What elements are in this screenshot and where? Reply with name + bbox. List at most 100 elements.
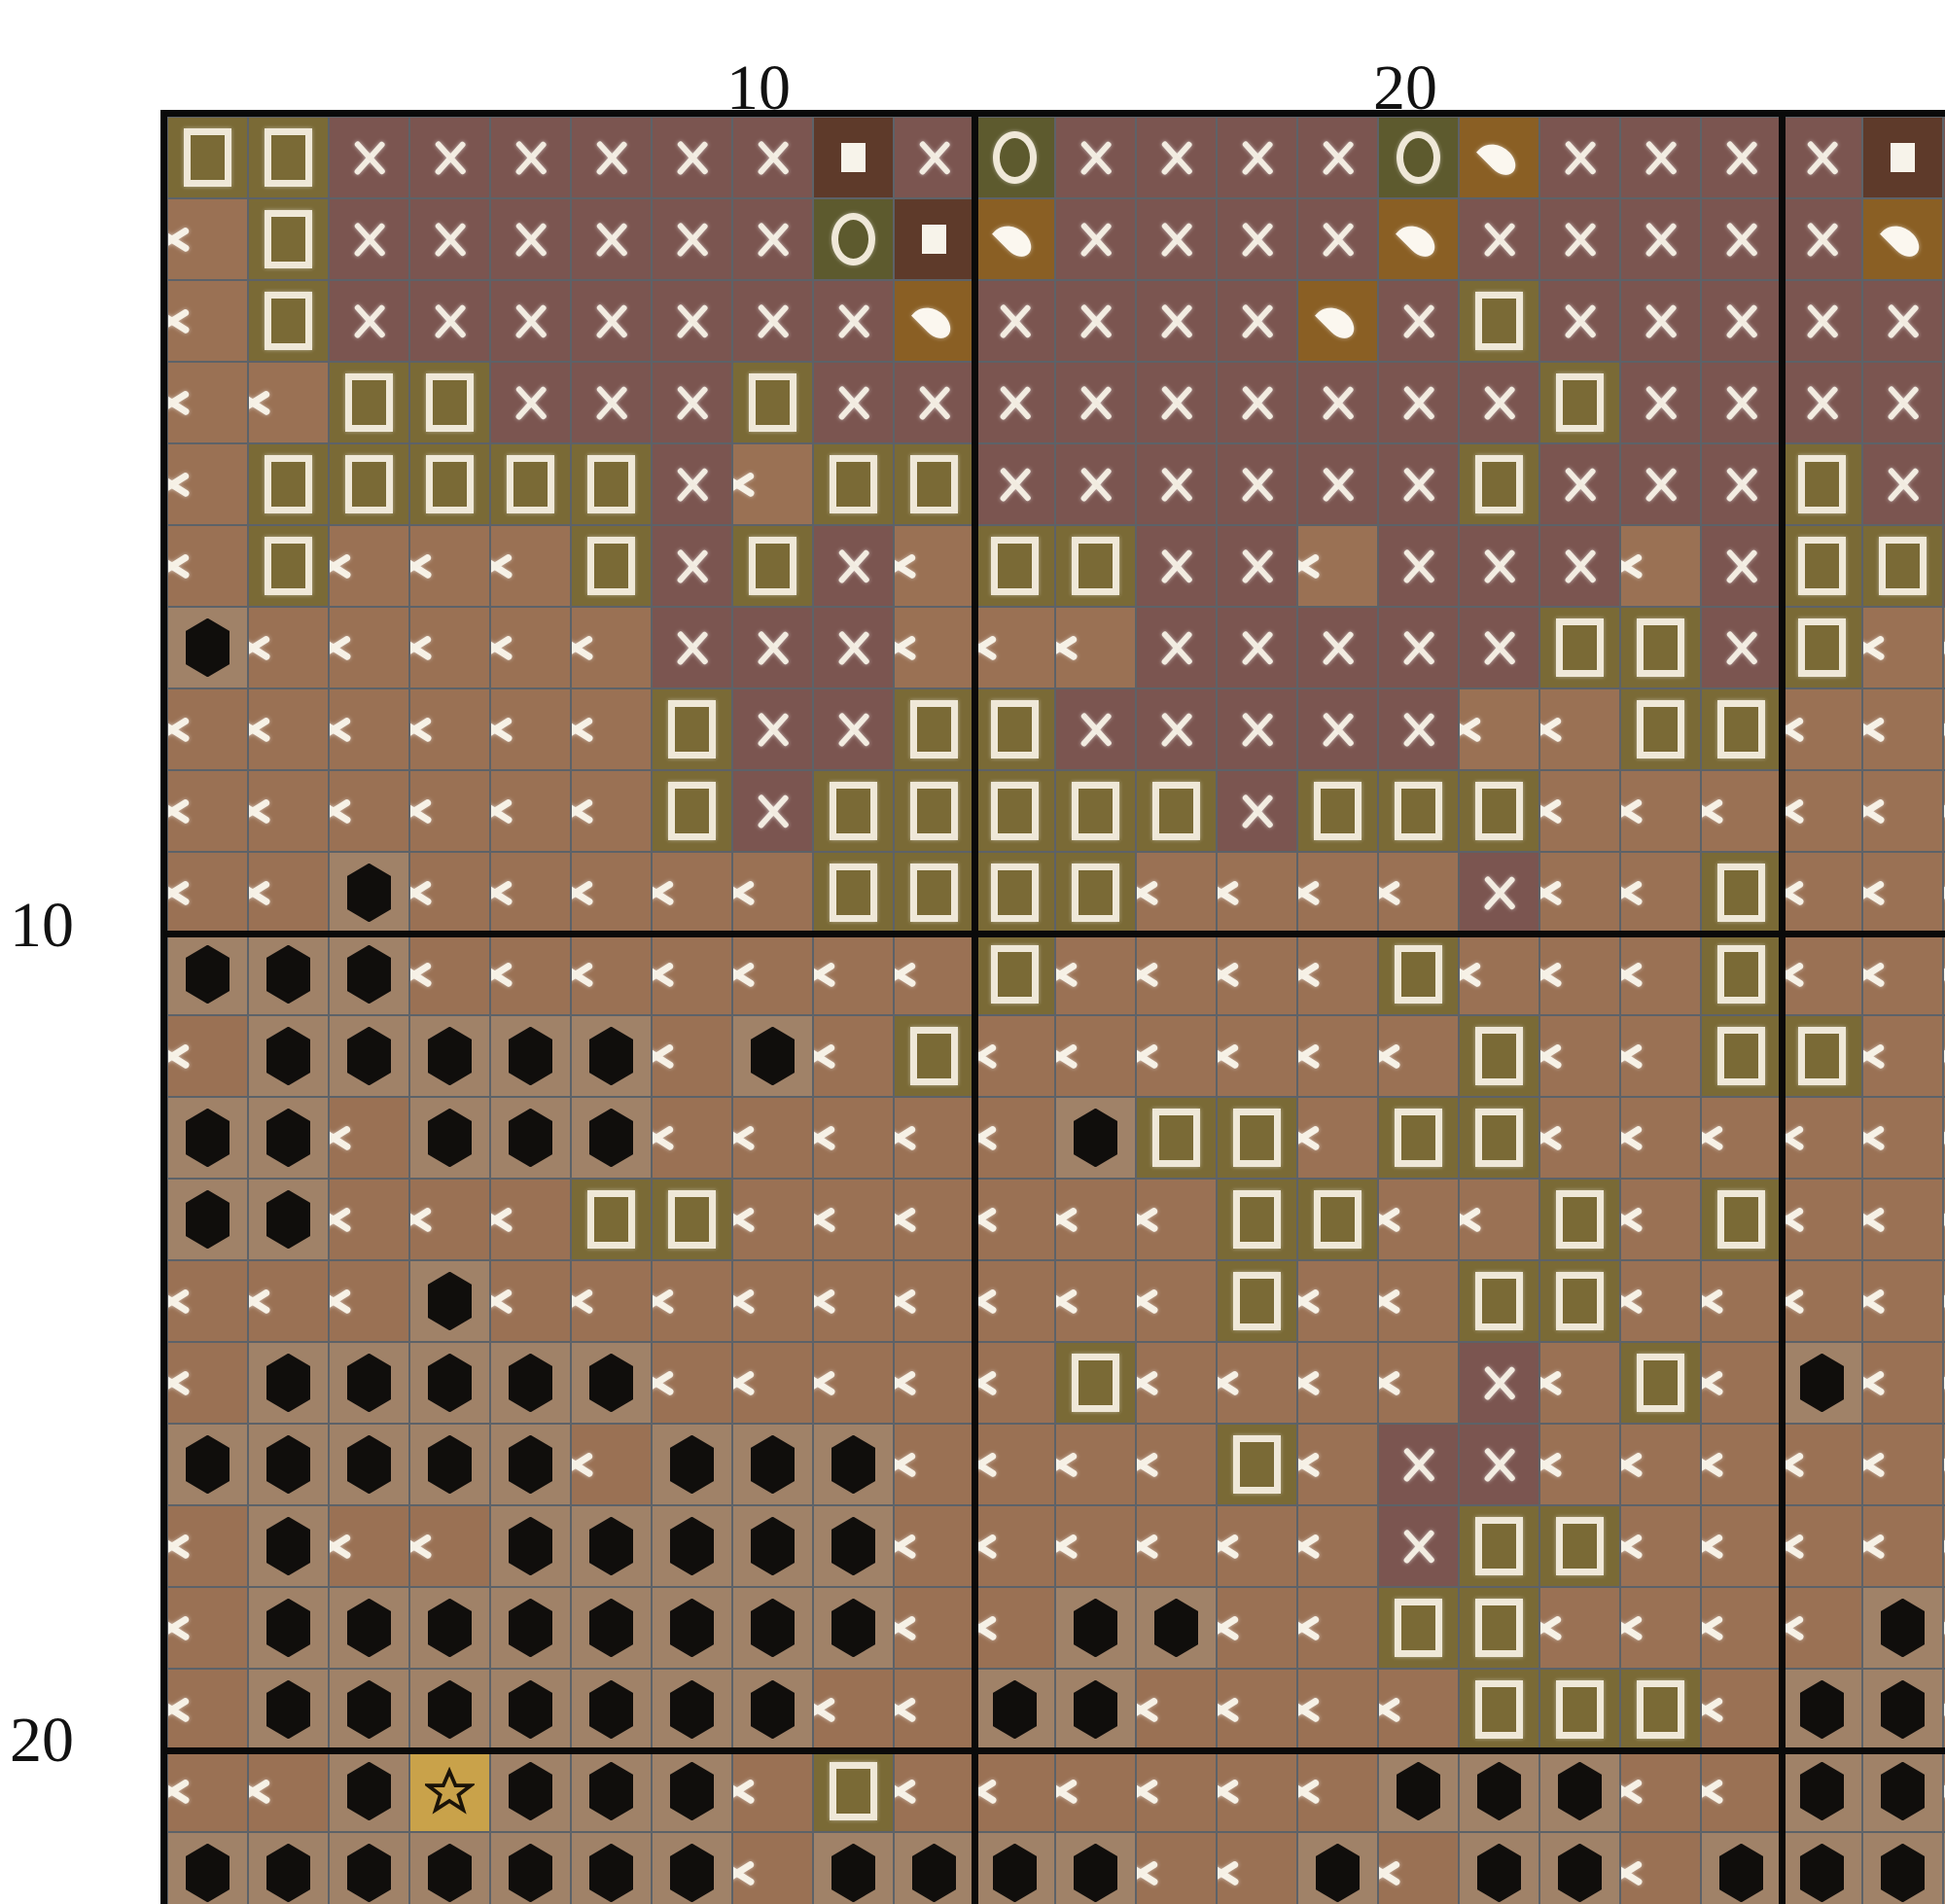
grid-cell[interactable]: [1217, 1424, 1297, 1505]
grid-cell[interactable]: [1620, 852, 1701, 934]
grid-cell[interactable]: [813, 1260, 894, 1342]
grid-cell[interactable]: [1539, 1097, 1620, 1179]
grid-cell[interactable]: [1620, 607, 1701, 688]
grid-cell[interactable]: [974, 1342, 1055, 1424]
grid-cell[interactable]: [974, 770, 1055, 852]
grid-cell[interactable]: [894, 1342, 974, 1424]
grid-cell[interactable]: [1136, 1424, 1217, 1505]
grid-cell[interactable]: [813, 1015, 894, 1097]
grid-cell[interactable]: [490, 443, 571, 525]
grid-cell[interactable]: [1539, 525, 1620, 607]
grid-cell[interactable]: [409, 1260, 490, 1342]
grid-cell[interactable]: [1136, 1832, 1217, 1904]
grid-cell[interactable]: [813, 1669, 894, 1750]
grid-cell[interactable]: [329, 443, 409, 525]
grid-cell[interactable]: [571, 1015, 652, 1097]
grid-cell[interactable]: [1378, 443, 1459, 525]
grid-cell[interactable]: [1782, 198, 1862, 280]
grid-cell[interactable]: [732, 1097, 813, 1179]
grid-cell[interactable]: [1378, 1179, 1459, 1260]
grid-cell[interactable]: [1539, 1669, 1620, 1750]
grid-cell[interactable]: [1378, 1097, 1459, 1179]
grid-cell[interactable]: [1862, 117, 1943, 198]
grid-cell[interactable]: [167, 1832, 248, 1904]
grid-cell[interactable]: [1459, 1505, 1539, 1587]
grid-cell[interactable]: [1378, 362, 1459, 443]
grid-cell[interactable]: [571, 770, 652, 852]
grid-cell[interactable]: [1862, 1587, 1943, 1669]
grid-cell[interactable]: [1539, 1587, 1620, 1669]
grid-cell[interactable]: [894, 443, 974, 525]
grid-cell[interactable]: [571, 117, 652, 198]
grid-cell[interactable]: [1055, 1669, 1136, 1750]
grid-cell[interactable]: [571, 362, 652, 443]
grid-cell[interactable]: [1539, 1179, 1620, 1260]
grid-cell[interactable]: [974, 852, 1055, 934]
grid-cell[interactable]: [490, 1750, 571, 1832]
grid-cell[interactable]: [571, 1505, 652, 1587]
grid-cell[interactable]: [974, 117, 1055, 198]
grid-cell[interactable]: [490, 1505, 571, 1587]
grid-cell[interactable]: [167, 117, 248, 198]
grid-cell[interactable]: [813, 934, 894, 1015]
grid-cell[interactable]: [813, 198, 894, 280]
grid-cell[interactable]: [1297, 852, 1378, 934]
grid-cell[interactable]: [571, 525, 652, 607]
grid-cell[interactable]: [1620, 1505, 1701, 1587]
grid-cell[interactable]: [652, 1832, 732, 1904]
grid-cell[interactable]: [894, 198, 974, 280]
grid-cell[interactable]: [1378, 1342, 1459, 1424]
grid-cell[interactable]: [813, 1424, 894, 1505]
grid-cell[interactable]: [652, 1505, 732, 1587]
grid-cell[interactable]: [1701, 770, 1782, 852]
grid-cell[interactable]: [1217, 1505, 1297, 1587]
grid-cell[interactable]: [1701, 362, 1782, 443]
grid-cell[interactable]: [652, 1260, 732, 1342]
grid-cell[interactable]: [1862, 1097, 1943, 1179]
grid-cell[interactable]: [1297, 198, 1378, 280]
grid-cell[interactable]: [974, 1587, 1055, 1669]
grid-cell[interactable]: [1217, 117, 1297, 198]
grid-cell[interactable]: [1862, 607, 1943, 688]
grid-cell[interactable]: [732, 443, 813, 525]
grid-cell[interactable]: [329, 934, 409, 1015]
grid-cell[interactable]: [1782, 525, 1862, 607]
grid-cell[interactable]: [1136, 1260, 1217, 1342]
grid-cell[interactable]: [1459, 1832, 1539, 1904]
grid-cell[interactable]: [1701, 934, 1782, 1015]
grid-cell[interactable]: [1055, 1424, 1136, 1505]
grid-cell[interactable]: [490, 1260, 571, 1342]
grid-cell[interactable]: [571, 1750, 652, 1832]
grid-cell[interactable]: [1136, 1505, 1217, 1587]
grid-cell[interactable]: [894, 1015, 974, 1097]
grid-cell[interactable]: [1055, 1179, 1136, 1260]
grid-cell[interactable]: [490, 525, 571, 607]
grid-cell[interactable]: [813, 1097, 894, 1179]
grid-cell[interactable]: [1217, 1260, 1297, 1342]
grid-cell[interactable]: [1539, 443, 1620, 525]
grid-cell[interactable]: [409, 1505, 490, 1587]
grid-cell[interactable]: [1297, 1669, 1378, 1750]
grid-cell[interactable]: [732, 1260, 813, 1342]
grid-cell[interactable]: [1539, 1424, 1620, 1505]
grid-cell[interactable]: [1297, 1424, 1378, 1505]
grid-cell[interactable]: [1217, 280, 1297, 362]
grid-cell[interactable]: [652, 198, 732, 280]
grid-cell[interactable]: [1136, 525, 1217, 607]
grid-cell[interactable]: [974, 198, 1055, 280]
grid-cell[interactable]: [1862, 1260, 1943, 1342]
grid-cell[interactable]: [571, 1587, 652, 1669]
grid-cell[interactable]: [652, 1015, 732, 1097]
grid-cell[interactable]: [1701, 1669, 1782, 1750]
grid-cell[interactable]: [974, 443, 1055, 525]
grid-cell[interactable]: [409, 1342, 490, 1424]
grid-cell[interactable]: [248, 1260, 329, 1342]
grid-cell[interactable]: [894, 1587, 974, 1669]
grid-cell[interactable]: [1782, 1750, 1862, 1832]
grid-cell[interactable]: [248, 1587, 329, 1669]
grid-cell[interactable]: [1539, 688, 1620, 770]
grid-cell[interactable]: [1701, 198, 1782, 280]
grid-cell[interactable]: [1459, 1424, 1539, 1505]
grid-cell[interactable]: [1782, 1342, 1862, 1424]
grid-cell[interactable]: [1782, 362, 1862, 443]
